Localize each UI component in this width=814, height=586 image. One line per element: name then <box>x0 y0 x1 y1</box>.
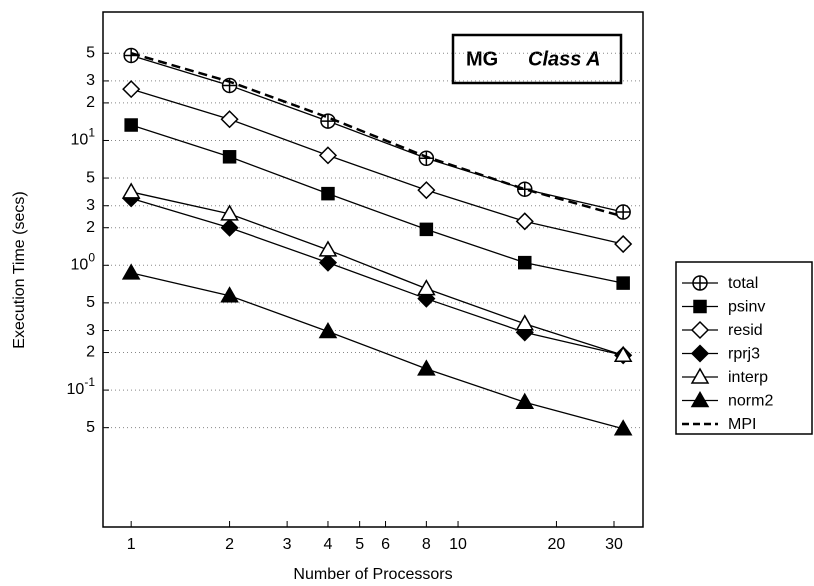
series-line <box>130 54 624 213</box>
marker <box>220 286 239 303</box>
y-tick-label: 5 <box>86 44 95 61</box>
y-tick-label: 3 <box>86 197 95 214</box>
marker <box>417 359 436 376</box>
legend-marker <box>690 344 710 363</box>
marker <box>515 212 534 231</box>
y-axis-label: Execution Time (secs) <box>11 191 28 348</box>
y-tick-label: 2 <box>86 94 95 111</box>
marker <box>321 186 335 201</box>
marker <box>318 146 338 165</box>
marker-cross <box>320 114 335 129</box>
plot-frame <box>102 11 644 528</box>
x-tick-label: 8 <box>422 536 431 553</box>
marker <box>121 263 141 280</box>
x-tick-label: 20 <box>548 536 566 553</box>
marker <box>318 321 338 339</box>
marker <box>417 181 436 200</box>
series-line <box>130 197 624 356</box>
legend-marker <box>690 320 710 340</box>
x-tick-label: 4 <box>324 536 333 553</box>
marker <box>518 255 532 270</box>
marker <box>124 118 138 132</box>
marker <box>417 279 436 296</box>
marker <box>613 419 633 436</box>
marker <box>220 204 239 221</box>
marker <box>616 276 630 290</box>
legend-marker <box>693 299 707 314</box>
marker-cross <box>419 151 434 166</box>
marker-cross <box>616 205 631 220</box>
marker <box>122 80 141 99</box>
x-tick-label: 3 <box>283 536 292 553</box>
series-line <box>131 272 624 430</box>
x-tick-label: 5 <box>355 536 364 553</box>
legend-marker <box>690 390 710 408</box>
marker <box>318 253 338 272</box>
marker <box>220 110 239 129</box>
y-tick-label: 3 <box>86 72 95 89</box>
y-tick-label: 101 <box>71 126 96 149</box>
y-tick-label: 3 <box>86 322 95 339</box>
chart-subtitle: Class A <box>528 48 601 70</box>
legend-label: MPI <box>728 416 756 433</box>
marker <box>613 345 633 363</box>
marker <box>515 392 535 409</box>
legend-label: rprj3 <box>728 346 760 363</box>
marker <box>318 240 338 257</box>
legend-marker <box>693 276 707 290</box>
legend-label: resid <box>728 322 763 339</box>
x-tick-label: 30 <box>605 536 623 553</box>
x-tick-label: 6 <box>381 536 390 553</box>
series-line <box>130 124 624 284</box>
marker <box>515 314 535 331</box>
x-axis-label: Number of Processors <box>293 566 452 583</box>
series-line <box>130 88 624 245</box>
legend-label: interp <box>728 369 768 386</box>
series-line <box>130 52 624 218</box>
marker <box>220 218 239 237</box>
y-tick-label: 2 <box>86 344 95 361</box>
legend-label: psinv <box>728 299 765 316</box>
x-tick-label: 10 <box>449 536 467 553</box>
y-tick-label: 10-1 <box>67 375 96 398</box>
legend-marker <box>690 367 710 384</box>
y-tick-label: 2 <box>86 219 95 236</box>
chart-title: MG <box>466 48 498 70</box>
title-box <box>451 33 623 85</box>
marker <box>222 150 237 164</box>
legend-label: total <box>728 275 758 292</box>
x-tick-label: 1 <box>127 536 136 553</box>
series-line <box>131 191 624 356</box>
x-tick-label: 2 <box>225 536 234 553</box>
y-tick-label: 100 <box>71 250 96 273</box>
marker <box>614 234 633 254</box>
marker <box>419 222 434 237</box>
marker <box>121 182 141 199</box>
legend-label: norm2 <box>728 393 773 410</box>
y-tick-label: 5 <box>86 419 95 436</box>
y-tick-label: 5 <box>86 169 95 186</box>
y-tick-label: 5 <box>86 294 95 311</box>
